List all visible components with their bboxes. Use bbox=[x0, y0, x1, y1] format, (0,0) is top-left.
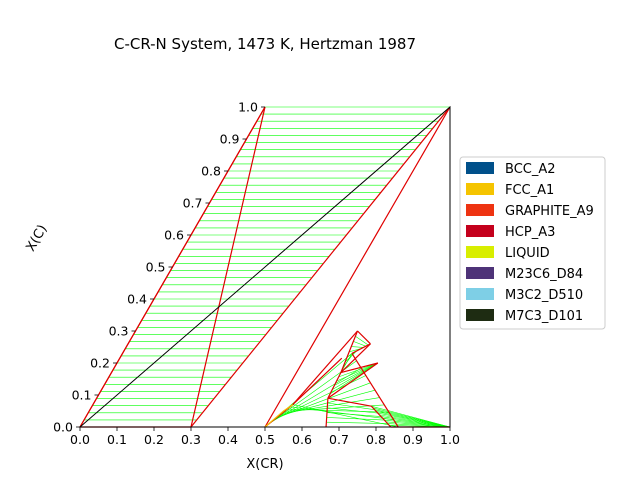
y-tick-label: 0.5 bbox=[146, 260, 166, 275]
phase-boundary bbox=[190, 106, 451, 428]
x-tick-label: 0.0 bbox=[70, 432, 90, 447]
tie-line bbox=[287, 408, 389, 413]
y-tick-label: 0.1 bbox=[72, 388, 92, 403]
tie-line bbox=[327, 402, 375, 410]
x-tick-label: 0.7 bbox=[329, 432, 349, 447]
x-tick-label: 0.8 bbox=[366, 432, 386, 447]
legend-swatch bbox=[466, 246, 494, 258]
x-tick-label: 0.6 bbox=[292, 432, 312, 447]
phase-boundary bbox=[190, 106, 266, 428]
legend-label: BCC_A2 bbox=[505, 162, 556, 177]
legend-swatch bbox=[466, 162, 494, 174]
tie-line bbox=[336, 362, 378, 382]
legend-label: M23C6_D84 bbox=[505, 267, 583, 282]
y-axis-ticks: 0.0 0.1 0.2 0.3 0.4 0.5 0.6 0.7 0.8 0.9 1.0 bbox=[53, 100, 265, 435]
phase-boundary bbox=[292, 330, 358, 405]
x-tick-label: 0.9 bbox=[403, 432, 423, 447]
phase-boundary bbox=[325, 398, 329, 428]
y-tick-label: 0.3 bbox=[109, 324, 129, 339]
tie-line bbox=[327, 407, 378, 414]
legend-label: LIQUID bbox=[505, 246, 550, 261]
phase-boundary bbox=[351, 353, 399, 428]
x-tick-label: 1.0 bbox=[440, 432, 460, 447]
tie-line bbox=[351, 346, 364, 348]
chart-title: C-CR-N System, 1473 K, Hertzman 1987 bbox=[114, 35, 416, 53]
legend-label: HCP_A3 bbox=[505, 225, 555, 240]
phase-boundary bbox=[340, 330, 359, 373]
phase-boundary bbox=[327, 372, 342, 399]
phase-boundary bbox=[340, 362, 379, 374]
x-tick-label: 0.1 bbox=[107, 432, 127, 447]
legend-swatch bbox=[466, 309, 494, 321]
legend-label: GRAPHITE_A9 bbox=[505, 204, 594, 219]
phase-boundary bbox=[292, 357, 343, 406]
tie-line bbox=[326, 421, 388, 424]
x-axis-label: X(CR) bbox=[246, 457, 283, 472]
tie-line bbox=[355, 335, 369, 346]
legend-label: M3C2_D510 bbox=[505, 288, 583, 303]
legend-label: FCC_A1 bbox=[505, 183, 554, 198]
y-tick-label: 0.9 bbox=[220, 132, 240, 147]
x-tick-label: 0.5 bbox=[255, 432, 275, 447]
legend-swatch bbox=[466, 288, 494, 300]
x-tick-label: 0.4 bbox=[218, 432, 238, 447]
legend-swatch bbox=[466, 267, 494, 279]
y-axis-label: X(C) bbox=[23, 222, 50, 254]
tie-line bbox=[281, 397, 380, 414]
y-tick-label: 0.7 bbox=[183, 196, 203, 211]
tie-line bbox=[332, 362, 379, 390]
x-tick-label: 0.2 bbox=[144, 432, 164, 447]
phase-boundary bbox=[370, 405, 392, 428]
y-tick-label: 1.0 bbox=[238, 100, 258, 115]
phase-boundary bbox=[264, 106, 451, 428]
legend-frame bbox=[459, 156, 606, 330]
tie-line bbox=[326, 417, 385, 421]
y-tick-label: 0.0 bbox=[53, 420, 73, 435]
phase-boundary bbox=[351, 343, 371, 354]
tie-line bbox=[334, 362, 378, 386]
legend: BCC_A2 FCC_A1 GRAPHITE_A9 HCP_A3 LIQUID M23C6… bbox=[459, 156, 606, 330]
y-tick-label: 0.6 bbox=[164, 228, 184, 243]
legend-label: M7C3_D101 bbox=[505, 309, 583, 324]
x-axis-ticks: 0.0 0.1 0.2 0.3 0.4 0.5 0.6 0.7 0.8 0.9 1.0 bbox=[70, 427, 460, 447]
phase-boundary bbox=[357, 330, 371, 345]
tie-line bbox=[353, 341, 366, 347]
tie-line bbox=[289, 406, 394, 420]
fcc-boundary-curve bbox=[264, 404, 294, 428]
phase-boundary bbox=[327, 362, 379, 399]
ternary-frame bbox=[78, 105, 451, 428]
phase-boundary bbox=[327, 397, 372, 407]
y-tick-label: 0.2 bbox=[90, 356, 110, 371]
tie-line bbox=[326, 412, 382, 417]
y-tick-label: 0.4 bbox=[127, 292, 147, 307]
legend-swatch bbox=[466, 225, 494, 237]
legend-swatch bbox=[466, 204, 494, 216]
x-tick-label: 0.3 bbox=[181, 432, 201, 447]
legend-swatch bbox=[466, 183, 494, 195]
y-tick-label: 0.8 bbox=[201, 164, 221, 179]
